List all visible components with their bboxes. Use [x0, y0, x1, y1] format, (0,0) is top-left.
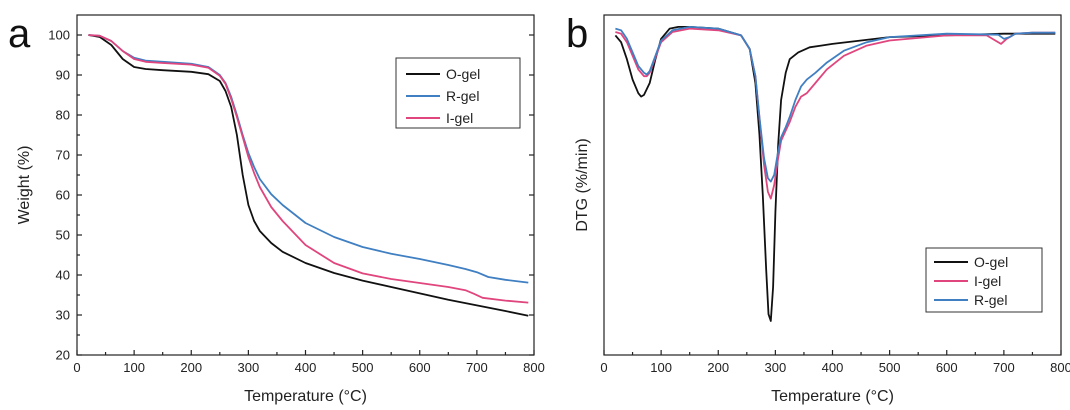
y-tick-label: 20 [56, 348, 70, 363]
legend-label-r-gel: R-gel [974, 292, 1007, 308]
panel-a-legend: O-gel R-gel I-gel [395, 57, 521, 129]
y-tick-label: 100 [48, 28, 70, 43]
y-tick-label: 50 [56, 228, 70, 243]
y-tick-label: 80 [56, 108, 70, 123]
x-tick-label: 700 [466, 360, 488, 375]
x-tick-label: 100 [650, 360, 672, 375]
x-tick-label: 500 [352, 360, 374, 375]
panel-b-series [614, 25, 1056, 322]
panel-b-letter: b [566, 12, 588, 56]
panel-b-y-axis-title: DTG (%/min) [574, 138, 591, 231]
series-line-o-gel [88, 34, 529, 317]
panel-b: b 0 100 200 300 400 500 600 700 800 O-gel I-gel R-… [566, 12, 1070, 405]
panel-b-x-axis-title: Temperature (°C) [771, 388, 894, 405]
x-tick-label: 700 [993, 360, 1015, 375]
x-tick-label: 400 [295, 360, 317, 375]
series-line-o-gel [614, 25, 1056, 322]
panel-b-legend: O-gel I-gel R-gel [925, 247, 1043, 313]
y-tick-label: 70 [56, 148, 70, 163]
panel-b-ticks: 0 100 200 300 400 500 600 700 800 [600, 350, 1070, 375]
series-line-r-gel [88, 34, 529, 284]
x-tick-label: 800 [1050, 360, 1070, 375]
legend-label-r-gel: R-gel [446, 88, 479, 104]
panel-a-series [88, 34, 529, 317]
panel-a-y-axis-title: Weight (%) [16, 146, 33, 225]
x-tick-label: 200 [180, 360, 202, 375]
x-tick-label: 600 [936, 360, 958, 375]
x-tick-label: 0 [73, 360, 80, 375]
legend-label-i-gel: I-gel [974, 273, 1001, 289]
y-tick-label: 40 [56, 268, 70, 283]
x-tick-label: 200 [707, 360, 729, 375]
series-line-i-gel [615, 27, 1056, 200]
y-tick-label: 90 [56, 68, 70, 83]
y-tick-label: 30 [56, 308, 70, 323]
series-line-r-gel [615, 25, 1056, 183]
x-tick-label: 600 [409, 360, 431, 375]
y-tick-label: 60 [56, 188, 70, 203]
legend-label-o-gel: O-gel [974, 254, 1008, 270]
x-tick-label: 0 [600, 360, 607, 375]
panel-a: a 0 100 200 300 400 500 600 700 800 20 30 40 50 60 70 8… [8, 12, 545, 405]
series-line-i-gel [88, 34, 529, 304]
panel-a-ticks: 0 100 200 300 400 500 600 700 800 20 30 40 50 60 70 80 9… [48, 28, 545, 376]
x-tick-label: 800 [523, 360, 545, 375]
legend-label-i-gel: I-gel [446, 110, 473, 126]
x-tick-label: 500 [879, 360, 901, 375]
panel-a-x-axis-title: Temperature (°C) [244, 388, 367, 405]
x-tick-label: 300 [765, 360, 787, 375]
panel-a-legend-box [395, 57, 521, 129]
legend-label-o-gel: O-gel [446, 66, 480, 82]
x-tick-label: 400 [822, 360, 844, 375]
panel-a-letter: a [8, 12, 31, 56]
x-tick-label: 300 [238, 360, 260, 375]
x-tick-label: 100 [123, 360, 145, 375]
